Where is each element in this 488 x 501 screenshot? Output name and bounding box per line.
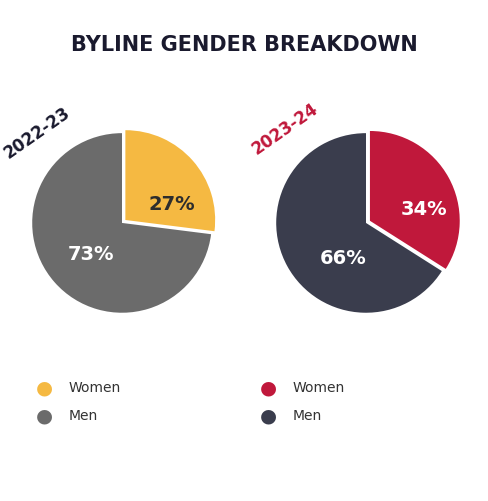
Wedge shape	[125, 130, 215, 231]
Text: Men: Men	[68, 409, 98, 423]
Wedge shape	[32, 133, 211, 313]
Text: 73%: 73%	[67, 245, 114, 264]
Text: 2023-24: 2023-24	[249, 99, 322, 158]
Text: 34%: 34%	[401, 200, 447, 219]
Wedge shape	[276, 133, 442, 313]
Text: Women: Women	[293, 381, 345, 395]
Text: Men: Men	[293, 409, 322, 423]
Text: ●: ●	[36, 379, 52, 398]
Text: ●: ●	[260, 406, 277, 425]
Text: ●: ●	[36, 406, 52, 425]
Text: BYLINE GENDER BREAKDOWN: BYLINE GENDER BREAKDOWN	[71, 35, 417, 55]
Wedge shape	[370, 131, 460, 269]
Text: 27%: 27%	[148, 195, 195, 214]
Text: 2022-23: 2022-23	[0, 104, 73, 162]
Text: 66%: 66%	[320, 249, 367, 269]
Text: Women: Women	[68, 381, 121, 395]
Text: ●: ●	[260, 379, 277, 398]
